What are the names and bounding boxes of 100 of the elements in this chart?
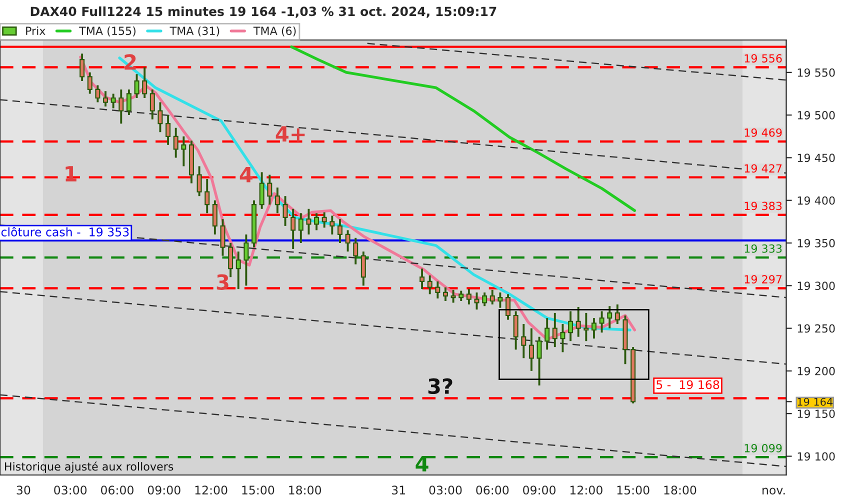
- candlestick: [173, 126, 178, 159]
- candlestick: [591, 317, 596, 340]
- candlestick: [306, 208, 312, 236]
- ref-line-label: clôture cash - 19 353: [1, 226, 129, 236]
- x-tick-label: 12:00: [570, 486, 602, 495]
- candlestick: [474, 291, 480, 311]
- x-tick-label: 03:00: [54, 486, 87, 495]
- candlestick: [568, 310, 574, 342]
- candlestick: [442, 286, 448, 302]
- ref-line-label: 19 469: [744, 128, 782, 137]
- candlestick: [427, 274, 432, 296]
- annotation: 4+: [276, 126, 305, 142]
- y-tick-label: 19 450: [798, 154, 835, 162]
- x-tick-label: nov.: [762, 488, 785, 495]
- candlestick: [220, 218, 226, 257]
- candlestick: [607, 305, 612, 330]
- candlestick: [244, 233, 249, 287]
- candlestick: [95, 84, 100, 104]
- ref-line-label: 19 383: [744, 202, 782, 210]
- candlestick: [181, 135, 186, 168]
- annotation: Historique ajusté aux rollovers: [5, 462, 174, 473]
- candlestick: [458, 290, 464, 302]
- candlestick: [506, 293, 511, 321]
- candlestick: [330, 214, 335, 236]
- y-tick-label: 19 150: [798, 410, 835, 418]
- legend-label: Prix: [26, 26, 46, 35]
- y-tick-label: 19 300: [798, 282, 835, 290]
- y-tick-label: 19 250: [798, 324, 835, 333]
- candlestick: [322, 211, 327, 229]
- x-tick-label: 31: [392, 486, 406, 495]
- y-tick-label: 19 400: [798, 196, 835, 205]
- x-tick-label: 06:00: [476, 486, 509, 495]
- candlestick: [87, 71, 92, 95]
- candlestick: [345, 229, 350, 253]
- legend-label: TMA (6): [253, 26, 296, 36]
- candlestick: [482, 291, 488, 308]
- candlestick: [435, 280, 440, 300]
- candlestick: [236, 250, 241, 290]
- candlestick: [552, 312, 558, 348]
- x-tick-label: 15:00: [242, 486, 274, 495]
- candlestick: [560, 323, 566, 354]
- legend-label: TMA (31): [170, 26, 220, 36]
- candlestick: [134, 73, 140, 99]
- candlestick: [150, 88, 155, 120]
- candlestick: [110, 92, 116, 110]
- candlestick: [521, 323, 526, 360]
- candlestick: [118, 88, 124, 125]
- candlestick: [450, 288, 456, 304]
- candlestick: [528, 327, 534, 372]
- ref-line-label: 19 333: [744, 244, 782, 253]
- candlestick: [228, 242, 234, 278]
- y-tick-label: 19 500: [798, 111, 835, 120]
- candlestick: [490, 288, 495, 306]
- candlestick: [360, 250, 366, 287]
- candlestick: [536, 336, 542, 386]
- candlestick: [466, 288, 472, 306]
- y-tick-label: 19 200: [798, 366, 835, 376]
- x-tick-label: 18:00: [289, 486, 322, 495]
- candlestick: [544, 317, 550, 351]
- candlestick: [599, 310, 604, 334]
- annotation: 5 - 19 168: [656, 380, 720, 390]
- ref-line-label: 19 099: [744, 444, 782, 452]
- x-tick-label: 30: [16, 486, 30, 495]
- candlestick: [126, 88, 132, 116]
- candlestick: [353, 236, 358, 266]
- x-tick-label: 15:00: [617, 486, 650, 495]
- candlestick: [576, 306, 581, 338]
- x-tick-label: 06:00: [101, 486, 134, 495]
- candlestick: [196, 165, 202, 198]
- candlestick: [290, 208, 296, 250]
- ref-line-label: 19 427: [744, 164, 782, 173]
- candlestick: [267, 174, 272, 206]
- y-tick-label: 19 350: [798, 238, 835, 248]
- candlestick: [259, 171, 264, 210]
- candlestick: [337, 218, 342, 244]
- x-tick-label: 12:00: [195, 486, 228, 495]
- annotation: 3: [216, 274, 228, 290]
- candlestick: [614, 303, 620, 326]
- chart-title: DAX40 Full1224 15 minutes 19 164 -1,03 % 31 oct. 2024, 15:09:17: [30, 6, 496, 18]
- candlestick: [166, 114, 171, 146]
- y-tick-label: 19 550: [798, 68, 835, 77]
- candlestick: [204, 178, 210, 214]
- candlestick: [298, 212, 304, 244]
- annotation: 3?: [428, 378, 452, 394]
- candlestick: [80, 52, 85, 82]
- candlestick: [142, 66, 148, 99]
- candlestick: [212, 199, 218, 236]
- y-tick-label: 19 164: [798, 398, 833, 406]
- x-tick-label: 03:00: [429, 486, 462, 495]
- ref-line-label: 19 297: [744, 275, 782, 284]
- legend-label: TMA (155): [79, 26, 136, 36]
- ref-line-label: 19 556: [744, 54, 782, 63]
- candlestick: [103, 90, 108, 108]
- candlestick: [282, 195, 288, 227]
- candlestick: [513, 310, 518, 351]
- x-tick-label: 18:00: [664, 486, 696, 495]
- candlestick: [420, 268, 425, 290]
- candlestick: [498, 291, 503, 309]
- candlestick: [274, 186, 280, 214]
- candlestick: [584, 312, 589, 342]
